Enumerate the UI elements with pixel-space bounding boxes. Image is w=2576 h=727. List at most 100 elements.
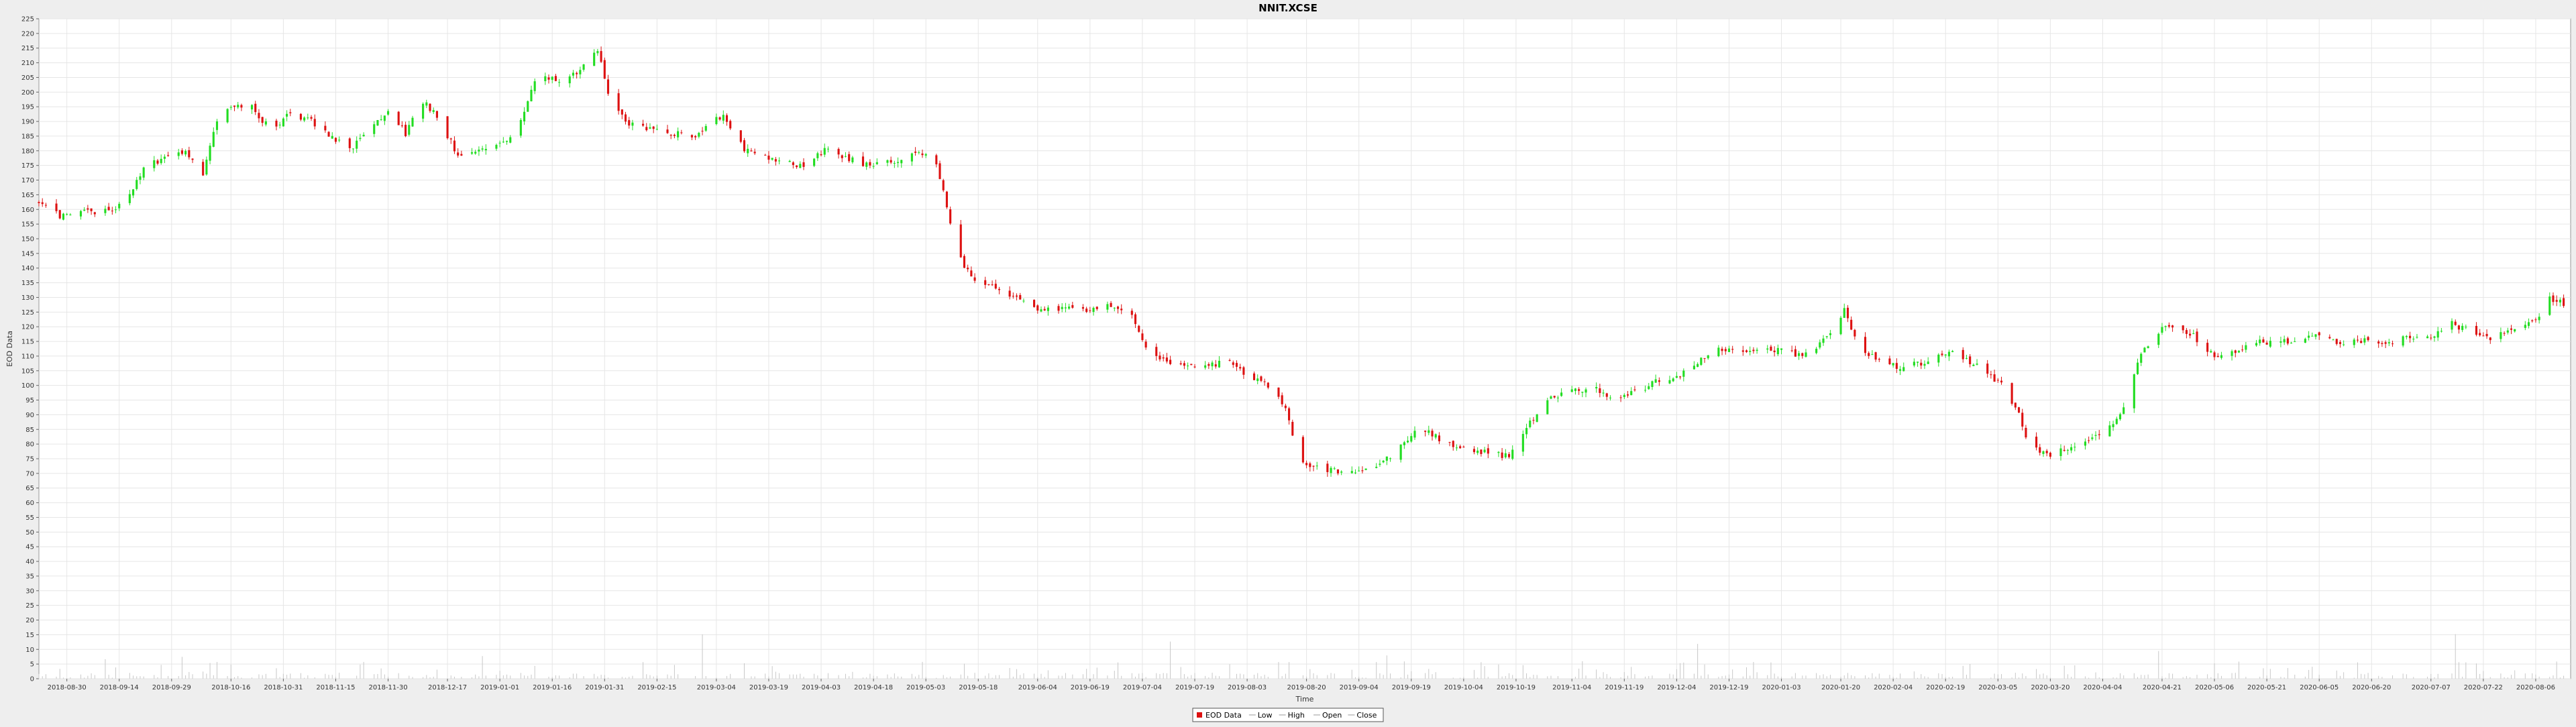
- candle-body: [959, 224, 962, 258]
- candle-body: [1480, 449, 1483, 454]
- candle-body: [411, 117, 414, 127]
- x-tick-label: 2018-09-29: [152, 684, 191, 691]
- candle-body: [2555, 300, 2558, 302]
- candle-body: [2189, 333, 2192, 336]
- candle-body: [425, 102, 428, 106]
- candle-body: [1574, 388, 1576, 392]
- candle-body: [1043, 309, 1046, 311]
- candle-body: [449, 138, 452, 139]
- y-tick-label: 190: [21, 119, 34, 126]
- candle-body: [1309, 463, 1311, 467]
- x-tick-label: 2018-11-15: [316, 684, 355, 691]
- legend-label: Close: [1356, 711, 1377, 720]
- candle-body: [2182, 325, 2184, 331]
- candle-body: [918, 152, 920, 153]
- candle-body: [1382, 460, 1385, 463]
- candle-body: [1120, 309, 1123, 311]
- candle-body: [1843, 308, 1845, 318]
- candle-body: [792, 162, 794, 166]
- candle-body: [474, 152, 477, 154]
- candle-body: [184, 151, 187, 155]
- candle-body: [1305, 463, 1308, 465]
- candle-body: [2216, 355, 2219, 357]
- candle-body: [826, 148, 830, 150]
- y-tick-label: 200: [21, 89, 34, 97]
- candle-body: [2025, 427, 2027, 438]
- candle-body: [373, 124, 376, 134]
- candle-body: [348, 138, 351, 148]
- candle-body: [1169, 359, 1172, 364]
- candle-body: [666, 129, 669, 133]
- y-tick-label: 120: [21, 324, 34, 331]
- candle-body: [1536, 414, 1538, 423]
- candle-body: [432, 110, 435, 113]
- y-tick-label: 65: [25, 485, 34, 492]
- y-tick-label: 10: [25, 647, 34, 654]
- candle-body: [498, 142, 501, 144]
- candle-body: [1071, 304, 1074, 308]
- candle-body: [813, 158, 816, 166]
- candle-body: [1672, 378, 1674, 382]
- y-tick-label: 100: [21, 382, 34, 390]
- candle-body: [2475, 325, 2478, 335]
- candle-body: [2391, 343, 2394, 345]
- candle-body: [400, 125, 403, 127]
- y-tick-label: 15: [25, 632, 34, 639]
- x-tick-label: 2019-03-19: [749, 684, 788, 691]
- y-tick-label: 35: [25, 573, 34, 580]
- candle-body: [1801, 353, 1804, 356]
- candle-body: [938, 163, 941, 179]
- grid-lines: [39, 18, 2571, 679]
- candle-body: [156, 160, 159, 164]
- candle-body: [2328, 337, 2331, 339]
- candle-body: [743, 140, 746, 152]
- candle-body: [1183, 363, 1185, 366]
- candle-body: [1623, 394, 1625, 397]
- candle-body: [376, 120, 379, 126]
- y-tick-label: 85: [25, 427, 34, 434]
- candle-body: [1507, 454, 1511, 457]
- candle-body: [90, 208, 93, 211]
- candle-body: [397, 111, 400, 125]
- candle-body: [2353, 339, 2355, 345]
- candle-body: [802, 162, 805, 167]
- candle-body: [2538, 317, 2540, 321]
- candle-body: [2049, 453, 2051, 457]
- candle-body: [2548, 296, 2551, 315]
- candle-body: [2356, 339, 2359, 341]
- candle-body: [523, 111, 526, 121]
- y-tick-label: 110: [21, 353, 34, 360]
- candle-body: [987, 284, 990, 285]
- candle-body: [1546, 400, 1549, 414]
- candle-body: [1081, 306, 1085, 309]
- candle-body: [624, 114, 627, 122]
- y-tick-label: 60: [25, 500, 34, 507]
- y-tick-label: 25: [25, 602, 34, 610]
- candle-body: [505, 140, 508, 142]
- candle-body: [2381, 343, 2383, 345]
- candle-body: [2094, 435, 2097, 436]
- candle-body: [2035, 437, 2038, 448]
- x-tick-label: 2020-01-03: [1762, 684, 1801, 691]
- y-tick-label: 185: [21, 133, 34, 140]
- candle-body: [606, 79, 610, 94]
- x-tick-label: 2018-10-31: [264, 684, 303, 691]
- x-tick-label: 2020-02-19: [1926, 684, 1965, 691]
- candle-body: [2489, 337, 2491, 341]
- candle-body: [1291, 422, 1294, 436]
- candle-body: [2164, 326, 2167, 327]
- legend-label: Open: [1322, 711, 1342, 720]
- candle-body: [690, 135, 693, 137]
- y-tick-label: 70: [25, 470, 34, 478]
- candle-body: [1829, 333, 1831, 335]
- candle-body: [641, 123, 645, 126]
- candle-body: [2506, 330, 2509, 333]
- candle-body: [1211, 362, 1214, 367]
- candle-body: [1350, 471, 1353, 473]
- candle-body: [2408, 335, 2412, 339]
- candle-body: [261, 117, 264, 123]
- candle-body: [1766, 348, 1769, 350]
- candle-body: [191, 158, 194, 160]
- plot-area: [38, 18, 2571, 679]
- candle-body: [1815, 348, 1818, 353]
